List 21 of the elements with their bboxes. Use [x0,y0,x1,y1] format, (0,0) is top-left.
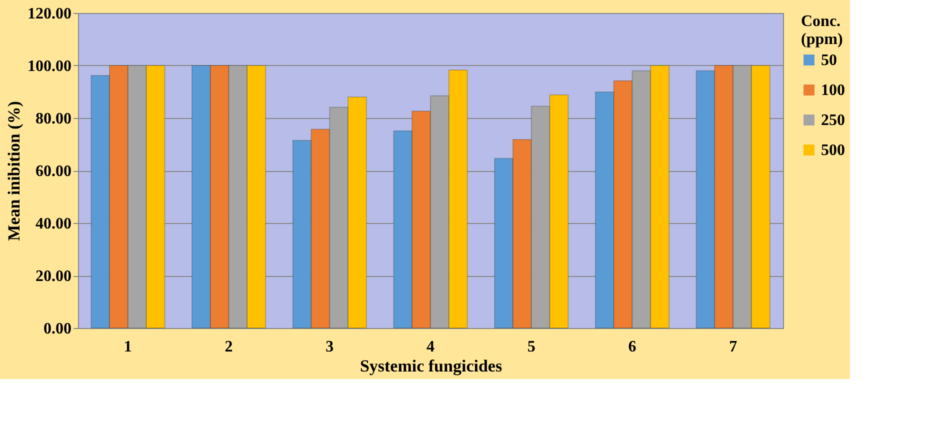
legend-label: 100 [821,82,845,99]
x-tick-label: 6 [628,338,636,356]
y-tick-label: 100.00 [28,58,72,75]
y-tick-label: 40.00 [36,216,72,232]
x-tick-label: 7 [729,338,738,356]
x-tick-label: 4 [426,338,434,356]
x-tick-label: 1 [124,338,132,356]
y-tick-label: 60.00 [36,163,72,180]
y-tick-label: 80.00 [36,110,72,128]
x-axis-title: Systemic fungicides [360,356,502,376]
y-tick-label: 120.00 [28,6,72,22]
y-tick-label: 20.00 [36,268,72,285]
legend-label: 500 [821,142,845,159]
x-tick-label: 2 [224,338,233,356]
x-tick-label: 5 [527,338,536,356]
legend-label: 50 [821,52,837,69]
y-tick-label: 0.00 [44,320,72,338]
x-tick-label: 3 [326,338,334,356]
legend-title: Conc. (ppm) [801,13,843,48]
y-axis-title: Mean inibition (%) [4,101,24,241]
legend-label: 250 [821,112,845,129]
